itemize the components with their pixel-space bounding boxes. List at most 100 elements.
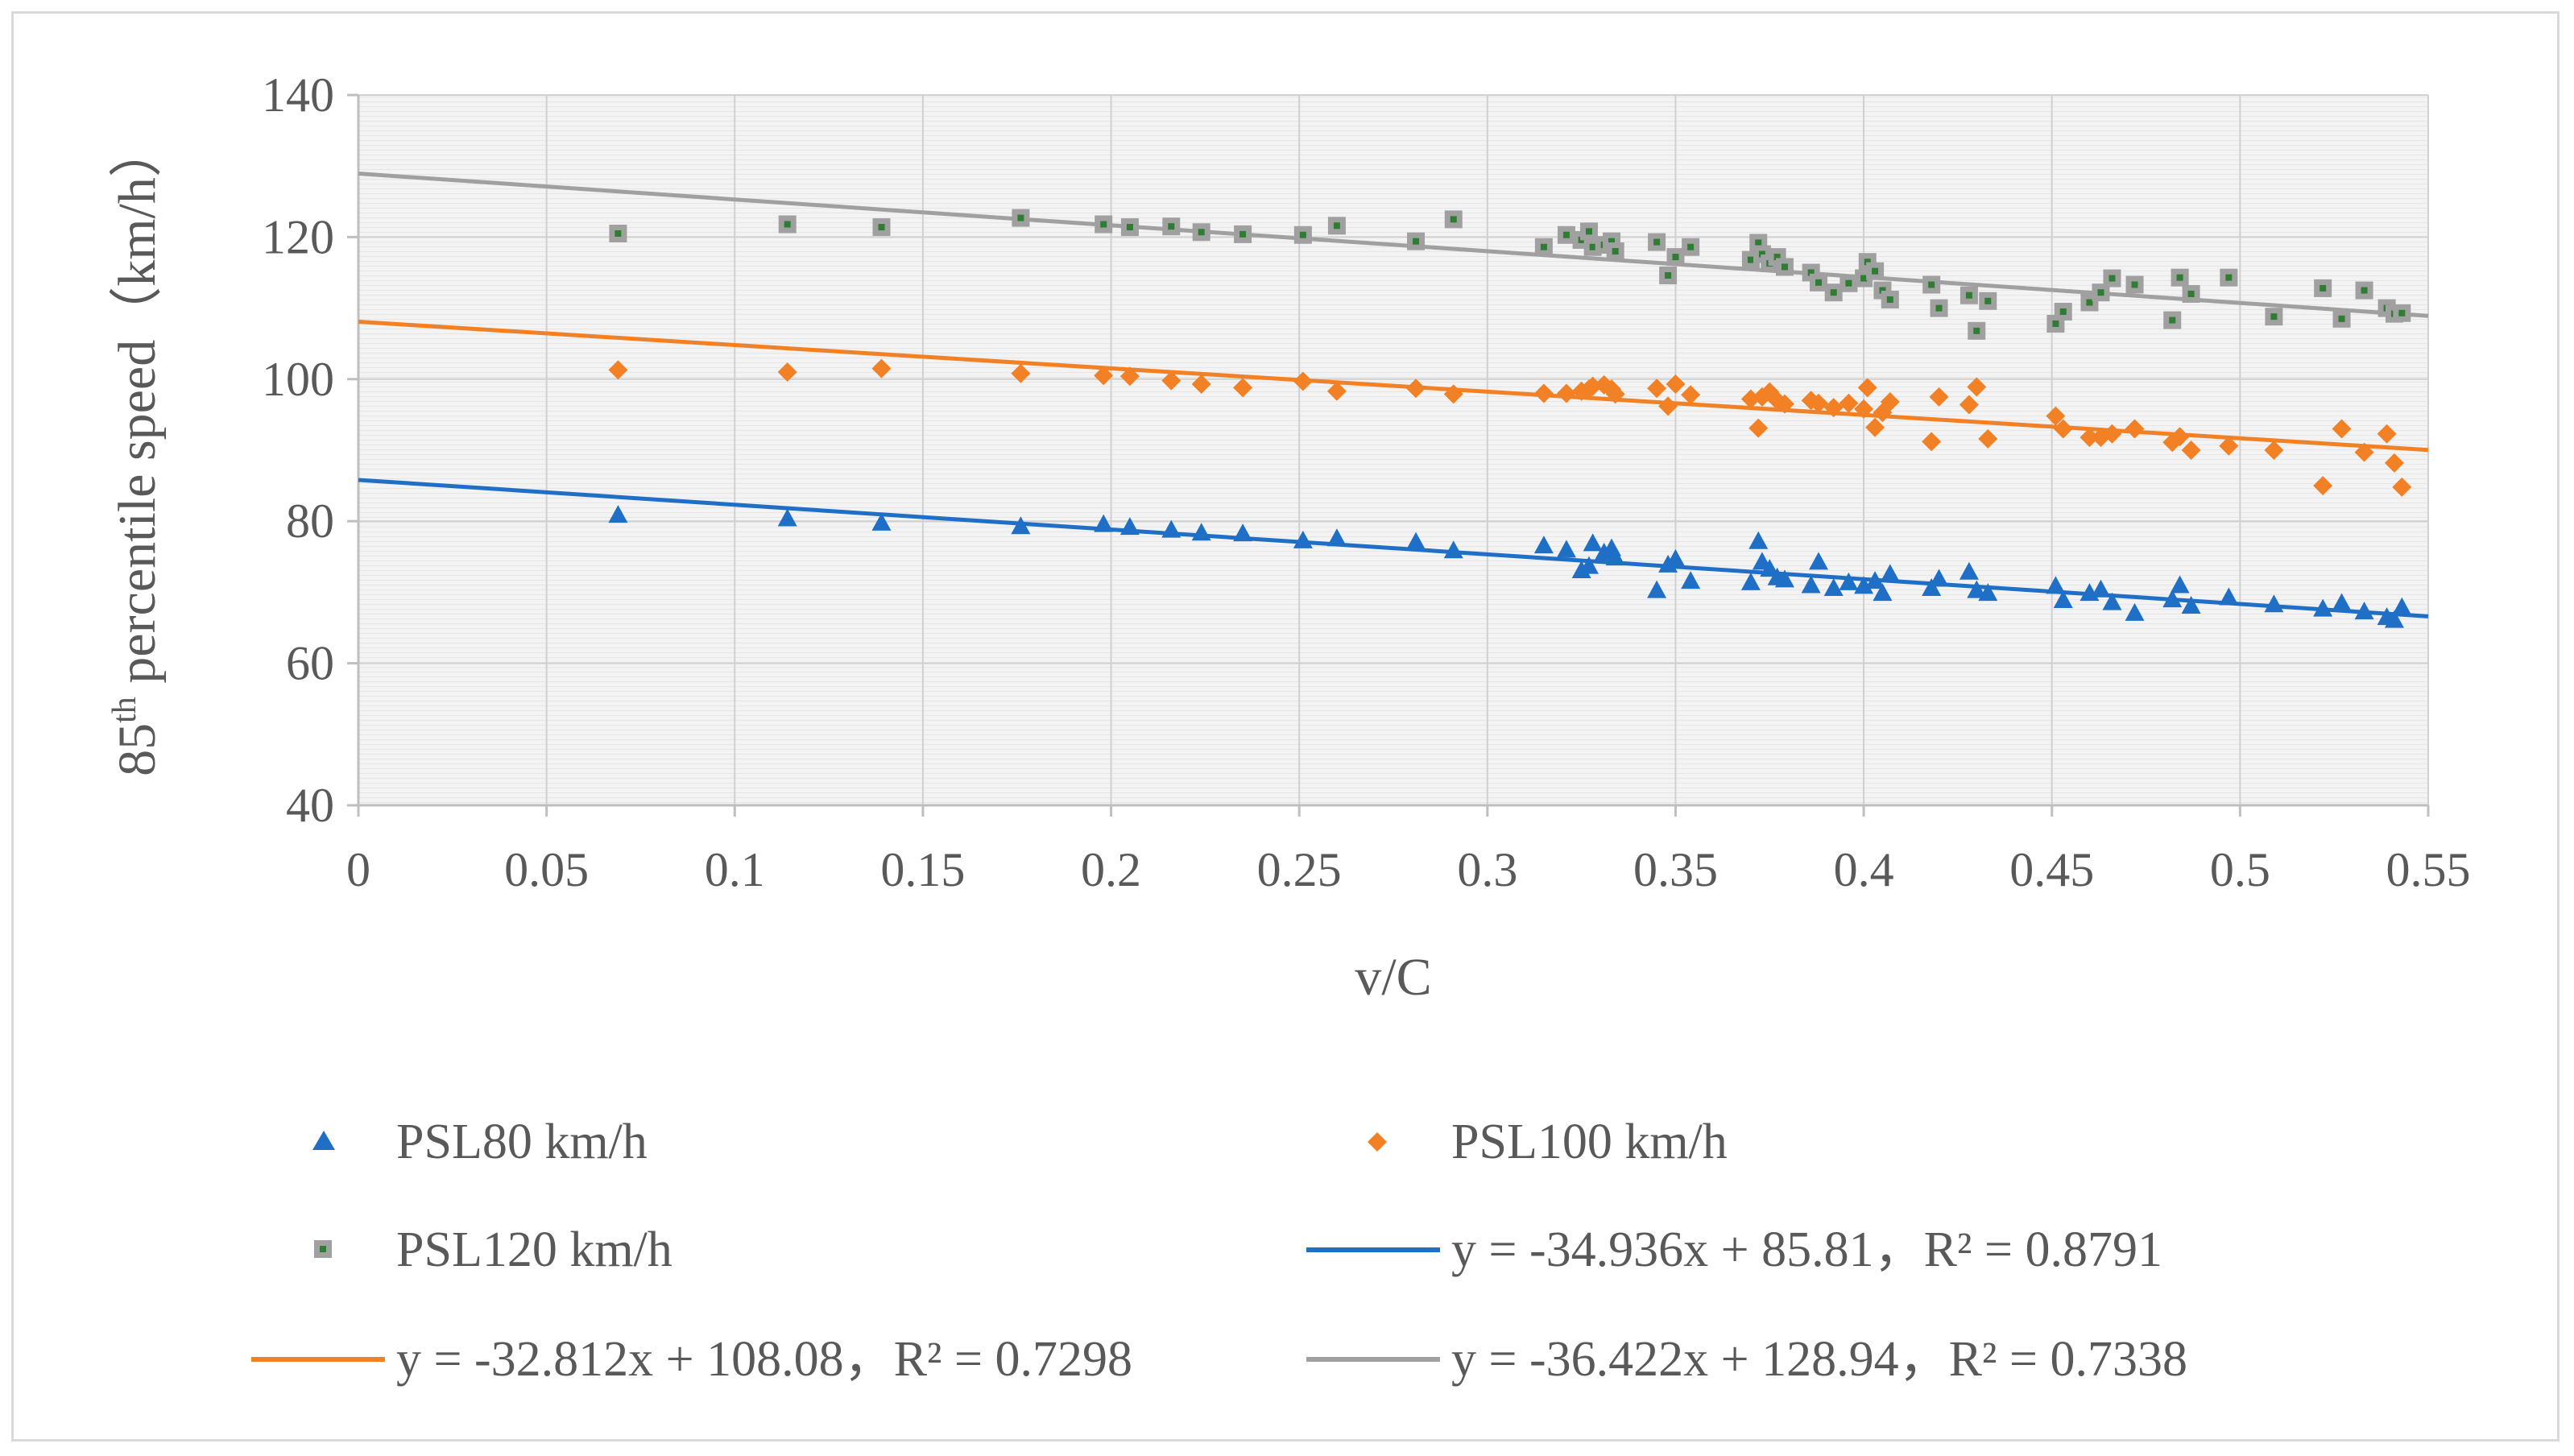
point-psl100 <box>777 362 797 382</box>
point-psl80 <box>2053 589 2073 608</box>
point-psl80 <box>1823 577 1844 596</box>
point-psl80 <box>1839 572 1859 590</box>
point-psl80 <box>2354 602 2374 620</box>
point-psl80 <box>1801 575 1821 594</box>
point-psl80 <box>1583 533 1603 552</box>
y-axis-title-sup: th <box>106 697 143 723</box>
trendlines <box>358 172 2429 618</box>
point-psl100 <box>1922 432 1942 452</box>
point-psl100 <box>1809 393 1829 413</box>
point-psl120-inner <box>1450 216 1457 223</box>
point-psl120-inner <box>1815 279 1823 286</box>
point-psl100 <box>1873 403 1893 423</box>
point-psl100 <box>1857 378 1877 398</box>
y-axis-title: 85th percentile speed（km/h） <box>106 124 167 776</box>
legend-diamond-marker <box>1368 1132 1387 1152</box>
axes <box>357 95 2428 807</box>
point-psl120-inner <box>1017 214 1024 221</box>
point-psl100 <box>1191 374 1211 394</box>
point-psl120-inner <box>2176 274 2183 281</box>
point-psl80 <box>1233 523 1253 542</box>
point-psl100 <box>2313 476 2333 496</box>
point-psl100 <box>2079 428 2100 448</box>
point-psl80 <box>2392 597 2412 615</box>
point-psl120-inner <box>1928 281 1935 288</box>
point-psl120-inner <box>784 221 791 228</box>
y-axis-title-main: 85 <box>108 723 167 776</box>
point-psl80 <box>2332 593 2352 611</box>
point-psl100 <box>1865 417 1885 437</box>
x-tick-label: 0.2 <box>1081 843 1141 896</box>
point-psl80 <box>1854 576 1874 594</box>
point-psl120-inner <box>1755 239 1762 246</box>
point-psl100 <box>1929 387 1949 407</box>
point-psl80 <box>2264 594 2284 613</box>
x-tick-label: 0.15 <box>880 843 965 896</box>
point-psl80 <box>1760 559 1780 577</box>
point-psl120-inner <box>2187 290 2195 297</box>
point-psl80 <box>1556 540 1576 558</box>
legend-label-psl80: PSL80 km/h <box>396 1115 648 1169</box>
point-psl100 <box>1658 396 1678 416</box>
point-psl80 <box>1647 580 1667 598</box>
point-psl100 <box>1774 394 1794 414</box>
point-psl100 <box>2264 441 2284 460</box>
point-psl120-inner <box>2059 308 2067 316</box>
legend-label-trend80: y = -34.936x + 85.81，R² = 0.8791 <box>1451 1222 2162 1277</box>
point-psl100 <box>1161 370 1181 391</box>
point-psl120-inner <box>1168 223 1175 230</box>
x-tick-label: 0.35 <box>1633 843 1718 896</box>
point-psl120-inner <box>1845 279 1852 287</box>
point-psl120-inner <box>1413 238 1420 245</box>
x-axis-title: v/C <box>1355 948 1431 1007</box>
point-psl120-inner <box>1830 289 1837 296</box>
point-psl80 <box>1740 572 1761 590</box>
point-psl100 <box>2384 453 2404 473</box>
y-tick-label: 120 <box>262 210 334 263</box>
legend-label-psl120: PSL120 km/h <box>396 1222 672 1277</box>
point-psl120-inner <box>2097 289 2104 296</box>
point-psl80 <box>1880 564 1900 582</box>
point-psl120-inner <box>2131 281 2138 288</box>
gridlines <box>358 94 2429 805</box>
point-psl120-inner <box>2052 321 2059 328</box>
point-psl80 <box>1959 561 1979 580</box>
point-psl100 <box>1233 378 1253 398</box>
point-psl100 <box>1959 395 1979 415</box>
trendline-0 <box>358 478 2429 618</box>
legend-label-trend120: y = -36.422x + 128.94，R² = 0.7338 <box>1451 1332 2187 1387</box>
point-psl120-inner <box>1935 304 1943 312</box>
point-psl100 <box>2102 424 2122 444</box>
point-psl100 <box>2332 419 2352 439</box>
point-psl120-inner <box>1198 229 1205 236</box>
point-psl100 <box>2125 419 2145 439</box>
point-psl120-inner <box>1747 256 1754 263</box>
point-psl100 <box>2354 442 2374 462</box>
point-psl100 <box>1839 393 1859 413</box>
point-psl120-inner <box>1100 221 1107 228</box>
point-psl80 <box>1873 583 1893 602</box>
legend-triangle-marker <box>312 1131 335 1150</box>
point-psl100 <box>1556 383 1576 403</box>
point-psl100 <box>2181 441 2201 460</box>
point-psl120-inner <box>2086 299 2093 306</box>
point-psl80 <box>1922 577 1942 596</box>
point-psl80 <box>2091 579 2111 598</box>
point-psl120-inner <box>1872 267 1879 275</box>
point-psl120-inner <box>2398 309 2406 316</box>
point-psl120-inner <box>1665 272 1672 279</box>
x-tick-label: 0.25 <box>1257 843 1342 896</box>
point-psl100 <box>1443 384 1463 404</box>
legend-label-trend100: y = -32.812x + 108.08，R² = 0.7298 <box>396 1332 1132 1387</box>
point-psl120-inner <box>1672 254 1679 261</box>
point-psl80 <box>1809 552 1829 570</box>
point-psl100 <box>2170 427 2190 447</box>
point-psl100 <box>1978 428 1998 449</box>
point-psl120-inner <box>1585 228 1592 235</box>
point-psl120-inner <box>1860 275 1868 282</box>
point-psl80 <box>2313 598 2333 617</box>
point-psl100 <box>1533 383 1554 403</box>
y-tick-label: 140 <box>262 68 334 122</box>
legend-entry-trend120: y = -36.422x + 128.94，R² = 0.7338 <box>1306 1332 2187 1387</box>
point-psl80 <box>1666 548 1686 567</box>
